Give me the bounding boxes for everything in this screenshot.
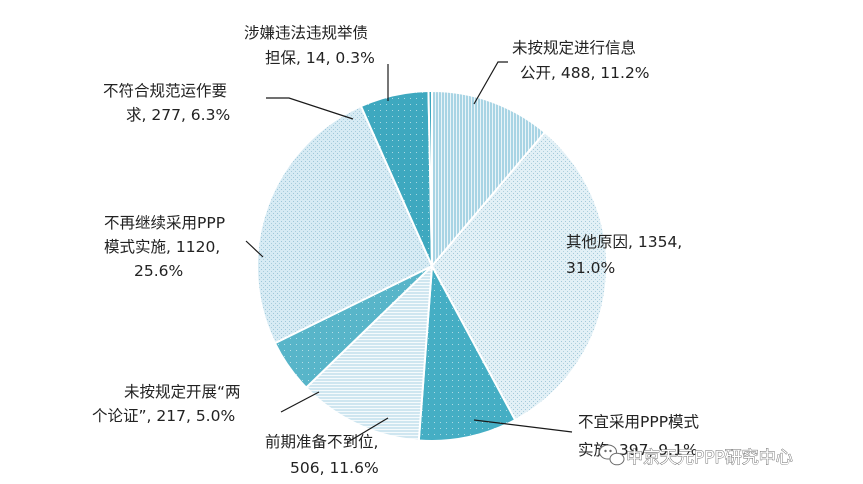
wechat-icon [599, 444, 625, 466]
leader-line [245, 240, 264, 258]
slice-label: 25.6% [134, 262, 183, 280]
pie-slice [304, 263, 434, 442]
slice-label: 涉嫌违法违规举债 [244, 24, 368, 42]
pie-slice [431, 89, 547, 269]
slice-label: 个论证”, 217, 5.0% [92, 407, 235, 425]
pie-slices [256, 89, 608, 442]
pie-slice [427, 89, 433, 267]
leader-line [266, 97, 354, 120]
slice-label: 担保, 14, 0.3% [265, 49, 375, 67]
watermark: 中京天元PPP研究中心 [599, 444, 793, 468]
slice-label: 其他原因, 1354, [566, 233, 682, 251]
leader-line [280, 391, 320, 413]
watermark-text: 中京天元PPP研究中心 [626, 448, 793, 468]
pie-slice [417, 262, 517, 442]
leader-lines [245, 61, 573, 443]
slice-label: 模式实施, 1120, [104, 238, 220, 256]
slice-label: 不再继续采用PPP [104, 214, 225, 232]
slice-label: 未按规定进行信息 [512, 39, 636, 57]
slice-label: 求, 277, 6.3% [126, 106, 230, 124]
slice-label: 公开, 488, 11.2% [520, 64, 650, 82]
slice-label: 不符合规范运作要 [103, 82, 227, 100]
slice-label: 前期准备不到位, [265, 433, 378, 451]
slice-label: 506, 11.6% [290, 459, 379, 477]
pie-slice [256, 104, 434, 345]
slice-label: 未按规定开展“两 [124, 383, 241, 401]
leader-line [473, 419, 573, 433]
leader-line [473, 61, 508, 105]
leader-line [347, 417, 389, 443]
pie-slice [430, 130, 608, 422]
slice-label: 不宜采用PPP模式 [578, 413, 699, 431]
slice-label: 31.0% [566, 259, 615, 277]
